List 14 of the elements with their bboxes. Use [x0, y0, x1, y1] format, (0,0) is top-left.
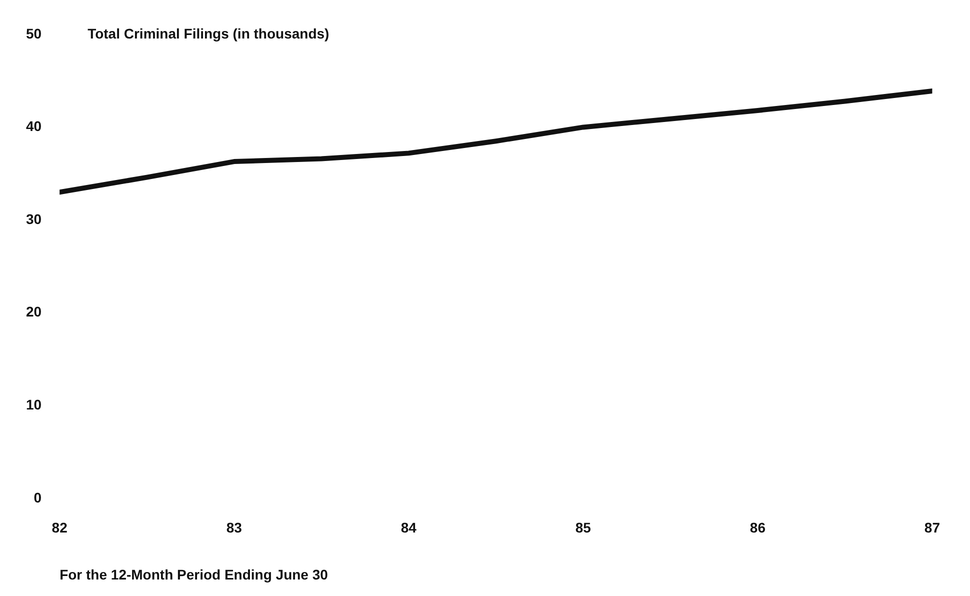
x-tick-label: 83: [226, 520, 242, 536]
x-tick-label: 82: [52, 520, 68, 536]
x-tick-label: 87: [924, 520, 940, 536]
y-tick-label: 30: [26, 210, 42, 227]
y-tick-label: 10: [26, 396, 42, 412]
y-tick-label: 50: [26, 25, 42, 42]
y-tick-label: 40: [26, 118, 42, 134]
x-tick-label: 84: [400, 520, 417, 536]
x-tick-label: 85: [575, 520, 592, 536]
x-tick-label: 86: [750, 520, 766, 536]
chart-title: Total Criminal Filings (in thousands): [88, 25, 330, 42]
y-tick-label: 20: [26, 304, 42, 320]
x-axis-title: For the 12-Month Period Ending June 30: [60, 566, 328, 582]
y-tick-label: 0: [34, 489, 42, 506]
